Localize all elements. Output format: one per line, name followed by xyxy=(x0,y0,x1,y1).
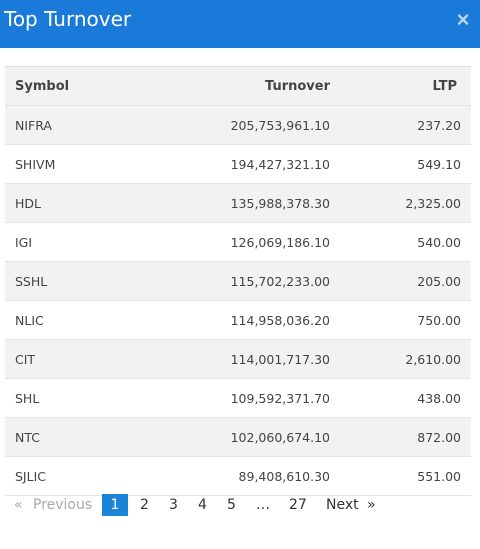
page-button-4[interactable]: 4 xyxy=(198,497,207,513)
column-header-ltp[interactable]: LTP xyxy=(432,79,457,94)
cell-turnover: 205,753,961.10 xyxy=(230,118,330,133)
cell-symbol: IGI xyxy=(15,235,33,250)
cell-ltp: 750.00 xyxy=(417,313,461,328)
turnover-table: Symbol Turnover LTP NIFRA 205,753,961.10 2… xyxy=(5,66,471,496)
table-row[interactable]: NLIC 114,958,036.20 750.00 xyxy=(5,301,471,340)
cell-turnover: 114,001,717.30 xyxy=(230,352,330,367)
cell-turnover: 114,958,036.20 xyxy=(230,313,330,328)
cell-symbol: NIFRA xyxy=(15,118,52,133)
page-button-27[interactable]: 27 xyxy=(289,497,307,513)
cell-turnover: 135,988,378.30 xyxy=(230,196,330,211)
modal-header: Top Turnover × xyxy=(0,0,480,48)
table-row[interactable]: SJLIC 89,408,610.30 551.00 xyxy=(5,457,471,496)
page-button-1[interactable]: 1 xyxy=(102,494,128,516)
cell-symbol: SJLIC xyxy=(15,469,46,484)
cell-ltp: 237.20 xyxy=(417,118,461,133)
close-icon[interactable]: × xyxy=(456,7,470,32)
cell-symbol: HDL xyxy=(15,196,41,211)
table-row[interactable]: CIT 114,001,717.30 2,610.00 xyxy=(5,340,471,379)
cell-symbol: SHIVM xyxy=(15,157,56,172)
previous-button: Previous xyxy=(33,497,93,513)
cell-symbol: SHL xyxy=(15,391,40,406)
table-row[interactable]: NIFRA 205,753,961.10 237.20 xyxy=(5,106,471,145)
cell-ltp: 540.00 xyxy=(417,235,461,250)
cell-ltp: 205.00 xyxy=(417,274,461,289)
next-arrow-icon[interactable]: » xyxy=(367,497,376,513)
cell-turnover: 109,592,371.70 xyxy=(230,391,330,406)
page-button-2[interactable]: 2 xyxy=(140,497,149,513)
column-header-turnover[interactable]: Turnover xyxy=(265,79,330,94)
cell-ltp: 872.00 xyxy=(417,430,461,445)
cell-turnover: 89,408,610.30 xyxy=(238,469,330,484)
cell-ltp: 2,610.00 xyxy=(405,352,461,367)
cell-symbol: NTC xyxy=(15,430,40,445)
table-row[interactable]: SSHL 115,702,233.00 205.00 xyxy=(5,262,471,301)
pagination: « Previous 1 2 3 4 5 … 27 Next » xyxy=(5,494,475,516)
cell-symbol: CIT xyxy=(15,352,36,367)
table-row[interactable]: SHIVM 194,427,321.10 549.10 xyxy=(5,145,471,184)
cell-turnover: 102,060,674.10 xyxy=(230,430,330,445)
table-row[interactable]: IGI 126,069,186.10 540.00 xyxy=(5,223,471,262)
table-header-row: Symbol Turnover LTP xyxy=(5,67,471,106)
table-row[interactable]: SHL 109,592,371.70 438.00 xyxy=(5,379,471,418)
cell-turnover: 126,069,186.10 xyxy=(230,235,330,250)
column-header-symbol[interactable]: Symbol xyxy=(15,79,70,94)
cell-turnover: 115,702,233.00 xyxy=(230,274,330,289)
page-button-3[interactable]: 3 xyxy=(169,497,178,513)
page-ellipsis: … xyxy=(256,497,270,513)
cell-ltp: 551.00 xyxy=(417,469,461,484)
cell-symbol: SSHL xyxy=(15,274,48,289)
previous-arrow-icon: « xyxy=(14,497,23,513)
modal-title: Top Turnover xyxy=(4,7,132,31)
next-button[interactable]: Next xyxy=(326,497,359,513)
cell-ltp: 438.00 xyxy=(417,391,461,406)
table-row[interactable]: NTC 102,060,674.10 872.00 xyxy=(5,418,471,457)
cell-turnover: 194,427,321.10 xyxy=(230,157,330,172)
cell-ltp: 2,325.00 xyxy=(405,196,461,211)
table-row[interactable]: HDL 135,988,378.30 2,325.00 xyxy=(5,184,471,223)
page-button-5[interactable]: 5 xyxy=(227,497,236,513)
cell-ltp: 549.10 xyxy=(417,157,461,172)
cell-symbol: NLIC xyxy=(15,313,44,328)
